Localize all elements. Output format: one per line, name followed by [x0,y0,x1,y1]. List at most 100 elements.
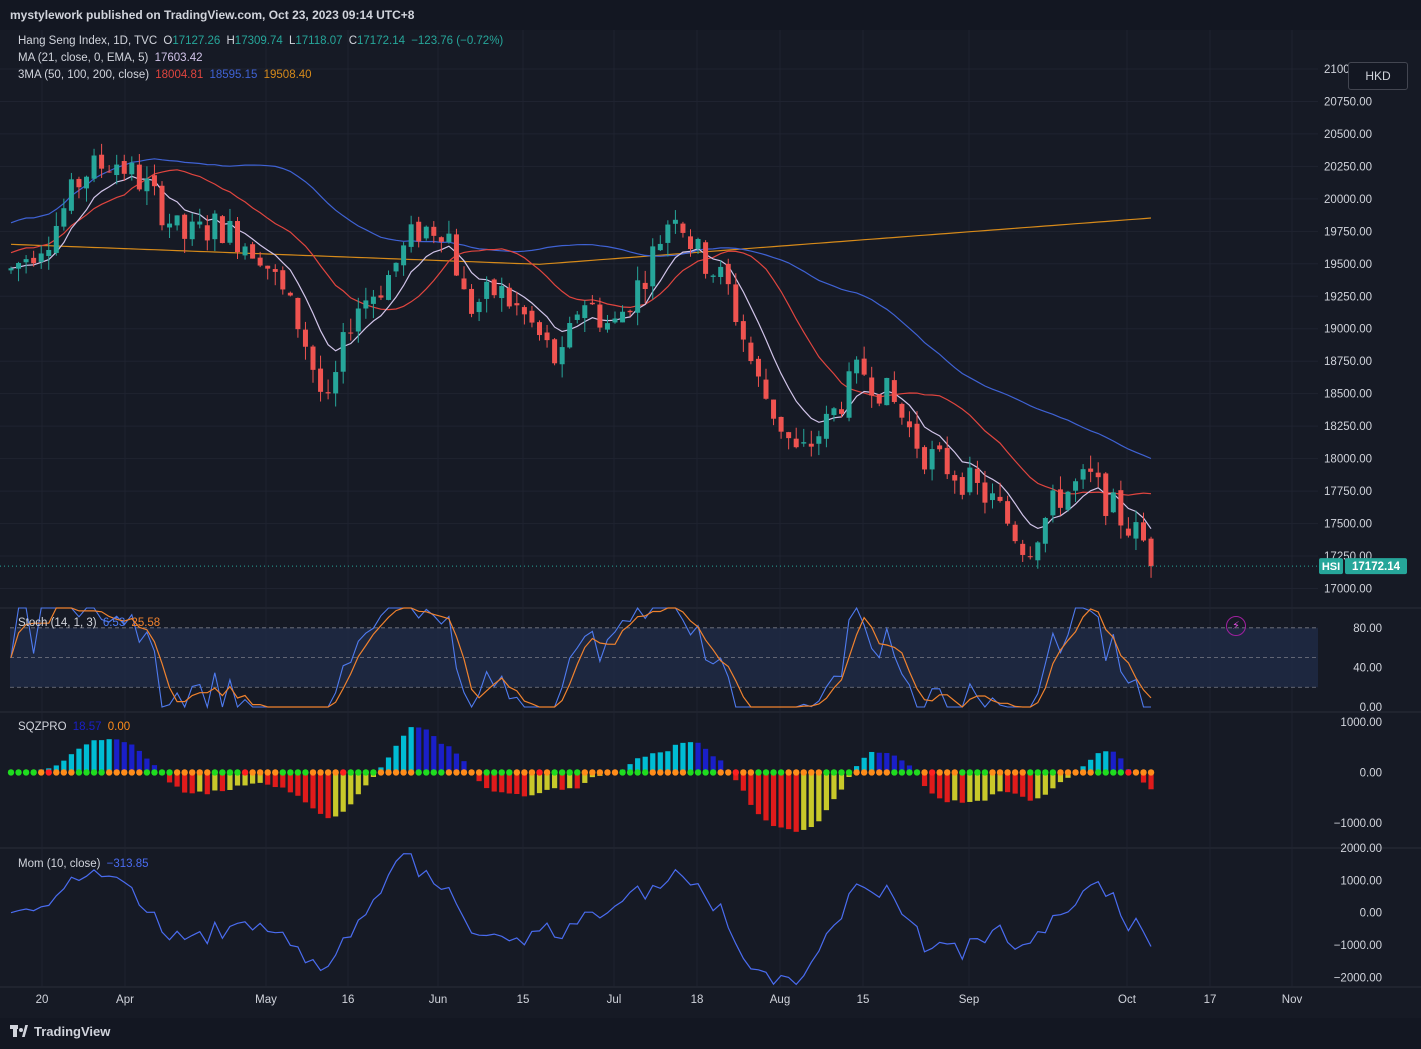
sqz-bar [166,772,173,783]
sqz-bar [121,742,127,773]
sqz-label: SQZPRO [18,721,67,733]
candle-body [1027,556,1033,558]
sqz-bar [884,753,890,773]
ma3-value-200: 19508.40 [263,69,312,81]
candle-body [884,377,890,406]
candle-body [899,403,905,418]
sqz-dot [883,769,890,776]
candle-body [386,275,391,300]
sqz-bar [710,756,716,773]
chart-svg[interactable]: 21000.0020750.0020500.0020250.0020000.00… [0,30,1421,1018]
stoch-k-value: 6.53 [102,617,126,629]
sqz-bar [635,758,641,773]
lightning-icon[interactable]: ⚡ [1226,616,1246,636]
sqz-dot [407,769,415,776]
sqz-bar [801,772,807,830]
sqz-dot [15,769,22,776]
price-tick-label: 18500.00 [1324,389,1372,401]
sqz-dot [1117,769,1125,776]
sqz-dot [800,769,807,776]
sqz-bar [129,744,135,773]
candle-body [370,296,376,304]
candle-body [801,442,807,444]
sqz-bar [287,772,293,793]
sqz-bar [265,772,271,785]
candle-body [672,219,678,224]
candle-body [1141,522,1146,541]
price-tick-label: 17000.00 [1324,584,1372,596]
sqz-dot [347,769,354,776]
currency-button[interactable]: HKD [1348,62,1408,90]
sqz-bar [974,772,980,801]
sqz-dot [1049,769,1057,776]
legend-low: L17118.07 [288,35,343,47]
time-tick-label: Jun [429,994,448,1006]
sqz-bar [317,772,324,814]
sqz-dot [317,769,324,776]
sqz-bar [786,772,792,830]
sqz-dot [22,769,30,776]
candle-body [604,323,610,330]
sqz-bar [234,772,241,786]
stoch-label: Stoch (14, 1, 3) [18,617,97,629]
sqz-bar [823,772,829,811]
sqz-bar [453,753,460,773]
candle-body [250,244,256,259]
candle-body [446,233,452,243]
price-tag-bg [1345,558,1407,575]
sqz-dot [309,769,317,776]
sqz-dot [687,769,694,776]
sqz-bar [1035,772,1041,799]
sqz-dot [211,769,219,776]
sqz-dot [68,769,75,776]
sqz-dot [1140,769,1147,776]
sqz-dot [332,769,339,776]
chart-area[interactable]: 21000.0020750.0020500.0020250.0020000.00… [0,30,1421,1018]
sqz-bar [499,772,505,793]
sqz-dot [876,769,883,776]
candle-body [1065,491,1071,510]
sqz-dot [158,769,166,776]
sqz-bar [1057,772,1064,783]
stoch-tick-label: 40.00 [1353,662,1382,674]
candle-body [491,279,497,296]
candle-body [136,164,142,190]
price-tick-label: 20750.00 [1324,96,1372,108]
candle-body [287,292,293,296]
ma-legend: MA (21, close, 0, EMA, 5) 17603.42 [18,52,206,64]
sqz-bar [257,772,263,783]
candle-body [786,432,792,439]
candle-body [627,310,633,313]
sqz-dot [611,769,619,776]
candle-body [31,257,37,264]
sqz-dot [543,769,551,776]
sqz-dot [498,769,505,776]
candle-body [212,213,218,240]
candle-body [1118,490,1124,526]
candle-body [846,371,852,418]
candle-body [1057,489,1063,508]
sqz-dot [1087,769,1094,776]
candle-body [1005,501,1011,524]
sqz-bar [718,760,724,773]
time-tick-label: May [255,994,277,1006]
ema-line [10,175,1152,530]
candle-body [1095,472,1101,478]
candle-body [129,162,135,175]
candle-body [612,318,618,323]
sqz-bar [1050,772,1056,789]
candle-body [567,323,573,348]
candle-body [559,347,565,365]
sqz-tick-label: −1000.00 [1334,818,1382,830]
candle-body [1035,542,1041,561]
sqz-dot [287,769,294,776]
tradingview-logo[interactable]: TradingView [10,1024,110,1039]
sqz-bar [272,772,278,788]
candle-body [408,224,414,247]
sqz-bar [393,745,399,773]
sqz-bar [174,772,180,787]
sqz-bar [763,772,769,821]
candle-body [642,282,648,289]
sqz-dot [740,769,747,776]
sqz-dot [679,769,687,776]
